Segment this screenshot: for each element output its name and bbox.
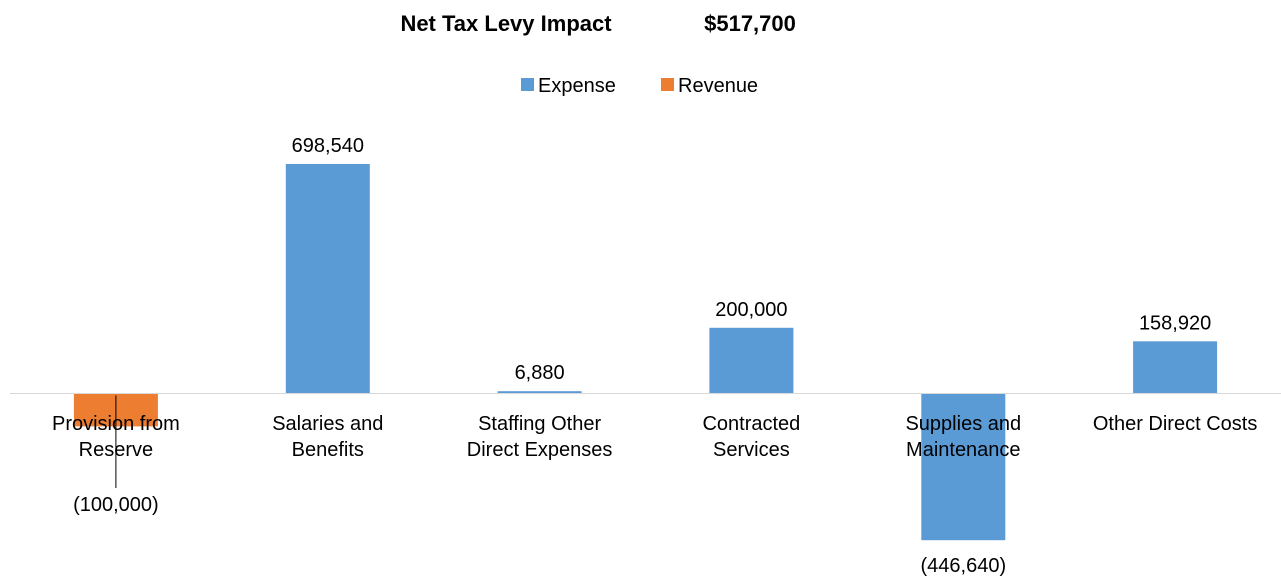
x-tick-label-staffing-other-direct-expenses-line-2: Direct Expenses bbox=[467, 439, 613, 461]
data-label-other-direct-costs: 158,920 bbox=[1139, 312, 1211, 334]
bar-contracted-services bbox=[709, 328, 793, 394]
chart-legend: Expense Revenue bbox=[521, 75, 758, 97]
x-tick-label-contracted-services-line-2: Services bbox=[713, 439, 790, 461]
x-tick-label-contracted-services-line-1: Contracted bbox=[702, 413, 800, 435]
x-tick-label-supplies-and-maintenance-line-1: Supplies and bbox=[905, 413, 1021, 435]
x-tick-label-salaries-and-benefits-line-2: Benefits bbox=[292, 439, 364, 461]
legend-label-expense: Expense bbox=[538, 75, 616, 97]
x-tick-label-other-direct-costs-line-1: Other Direct Costs bbox=[1093, 413, 1257, 435]
bar-other-direct-costs bbox=[1133, 341, 1217, 393]
legend-swatch-revenue bbox=[661, 78, 674, 91]
bar-group bbox=[74, 164, 1217, 540]
x-tick-label-supplies-and-maintenance-line-2: Maintenance bbox=[906, 439, 1021, 461]
x-tick-label-salaries-and-benefits-line-1: Salaries and bbox=[272, 413, 383, 435]
x-tick-label-staffing-other-direct-expenses-line-1: Staffing Other bbox=[478, 413, 601, 435]
chart-title: Net Tax Levy Impact bbox=[400, 11, 612, 36]
data-label-contracted-services: 200,000 bbox=[715, 299, 787, 321]
bar-salaries-and-benefits bbox=[286, 164, 370, 394]
legend-swatch-expense bbox=[521, 78, 534, 91]
data-labels: (100,000) 698,540 6,880 200,000 (446,640) 158… bbox=[73, 135, 1211, 577]
data-label-supplies-and-maintenance: (446,640) bbox=[920, 555, 1006, 577]
data-label-salaries-and-benefits: 698,540 bbox=[292, 135, 364, 157]
legend-label-revenue: Revenue bbox=[678, 75, 758, 97]
data-label-provision-from-reserve: (100,000) bbox=[73, 494, 159, 516]
chart-subtitle: $517,700 bbox=[704, 11, 796, 36]
data-label-staffing-other-direct-expenses: 6,880 bbox=[515, 362, 565, 384]
